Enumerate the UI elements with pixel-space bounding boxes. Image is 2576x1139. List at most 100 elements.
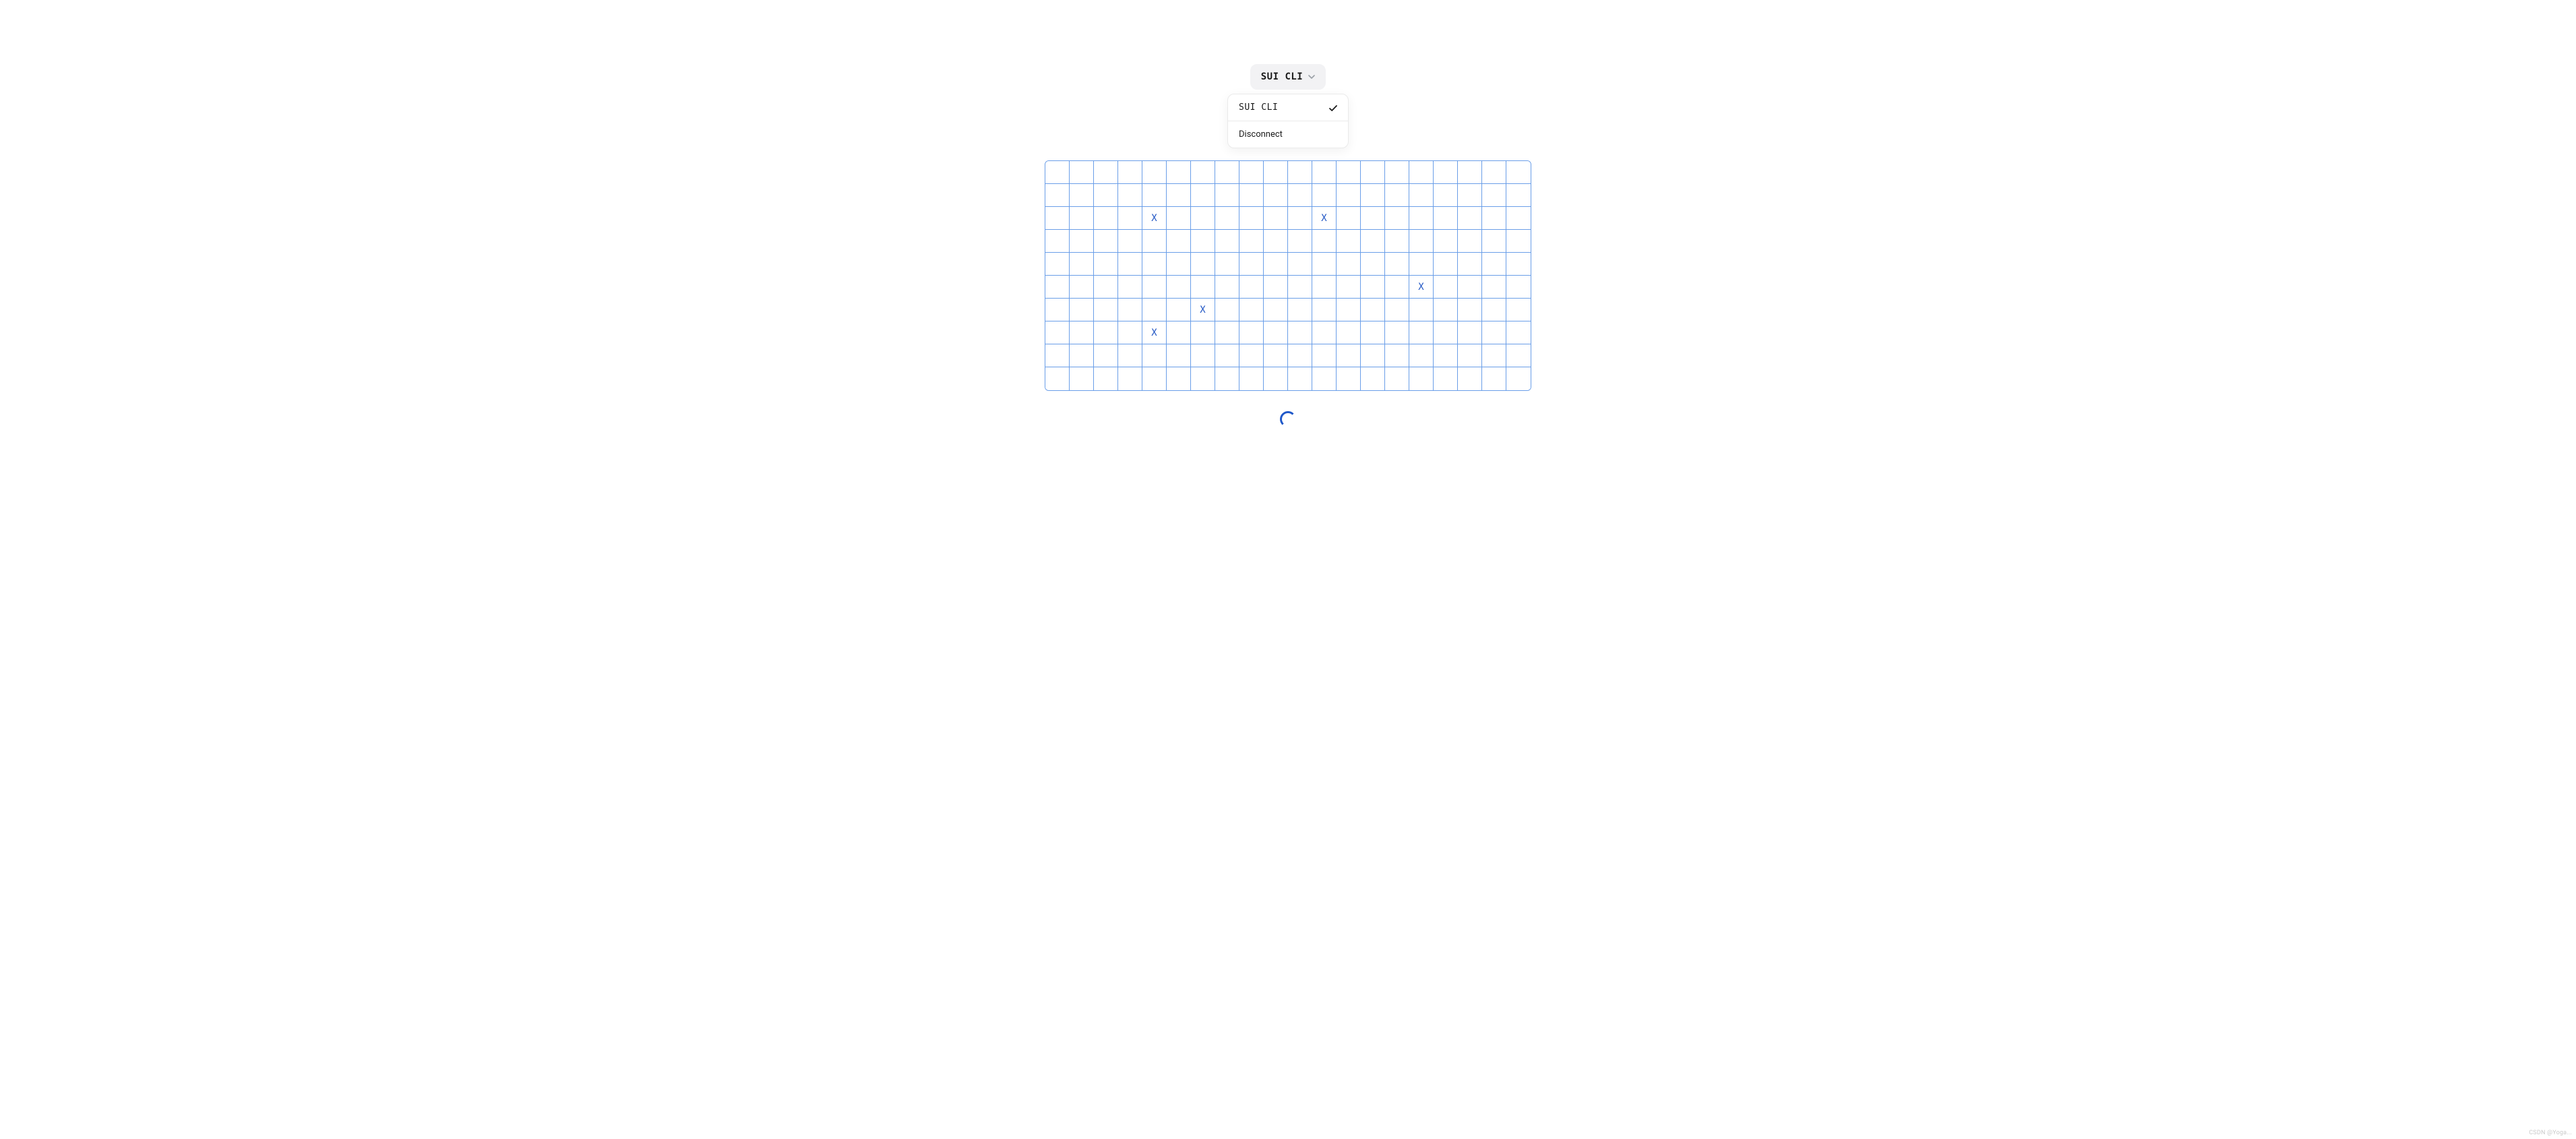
grid-cell[interactable] bbox=[1434, 253, 1458, 276]
grid-cell[interactable] bbox=[1288, 321, 1312, 344]
grid-cell[interactable] bbox=[1361, 367, 1385, 390]
grid-cell[interactable] bbox=[1337, 344, 1361, 367]
grid-cell[interactable] bbox=[1312, 230, 1337, 253]
grid-cell[interactable] bbox=[1409, 344, 1434, 367]
grid-cell[interactable] bbox=[1409, 207, 1434, 230]
grid-cell[interactable] bbox=[1191, 207, 1215, 230]
grid-cell[interactable] bbox=[1215, 161, 1239, 184]
grid-cell[interactable] bbox=[1094, 253, 1118, 276]
grid-cell[interactable] bbox=[1094, 367, 1118, 390]
grid-cell[interactable] bbox=[1191, 253, 1215, 276]
grid-cell[interactable] bbox=[1288, 161, 1312, 184]
grid-cell[interactable] bbox=[1045, 253, 1070, 276]
grid-cell[interactable] bbox=[1094, 230, 1118, 253]
grid-cell[interactable] bbox=[1506, 184, 1531, 207]
grid-cell[interactable] bbox=[1215, 230, 1239, 253]
grid-cell[interactable] bbox=[1337, 207, 1361, 230]
grid-cell[interactable] bbox=[1337, 184, 1361, 207]
grid-cell-marked[interactable]: X bbox=[1409, 276, 1434, 299]
grid-cell[interactable] bbox=[1239, 230, 1264, 253]
grid-cell[interactable] bbox=[1142, 299, 1167, 321]
grid-cell[interactable] bbox=[1264, 230, 1288, 253]
grid-cell[interactable] bbox=[1409, 321, 1434, 344]
grid-cell[interactable] bbox=[1045, 276, 1070, 299]
grid-cell[interactable] bbox=[1506, 321, 1531, 344]
grid-cell[interactable] bbox=[1239, 321, 1264, 344]
grid-cell[interactable] bbox=[1070, 230, 1094, 253]
grid-cell[interactable] bbox=[1191, 321, 1215, 344]
grid-cell[interactable] bbox=[1191, 367, 1215, 390]
grid-cell[interactable] bbox=[1434, 299, 1458, 321]
grid-cell[interactable] bbox=[1409, 184, 1434, 207]
grid-cell[interactable] bbox=[1458, 276, 1482, 299]
grid-cell[interactable] bbox=[1434, 161, 1458, 184]
grid-cell[interactable] bbox=[1094, 344, 1118, 367]
grid-cell[interactable] bbox=[1361, 276, 1385, 299]
grid-cell[interactable] bbox=[1312, 161, 1337, 184]
grid-cell-marked[interactable]: X bbox=[1191, 299, 1215, 321]
grid-cell[interactable] bbox=[1167, 321, 1191, 344]
grid-cell[interactable] bbox=[1482, 184, 1506, 207]
grid-cell[interactable] bbox=[1506, 230, 1531, 253]
grid-cell[interactable] bbox=[1264, 161, 1288, 184]
grid-cell[interactable] bbox=[1385, 161, 1409, 184]
grid-cell[interactable] bbox=[1458, 344, 1482, 367]
grid-cell[interactable] bbox=[1409, 367, 1434, 390]
grid-cell[interactable] bbox=[1070, 276, 1094, 299]
grid-cell[interactable] bbox=[1239, 367, 1264, 390]
grid-cell[interactable] bbox=[1215, 253, 1239, 276]
grid-cell[interactable] bbox=[1506, 253, 1531, 276]
grid-cell[interactable] bbox=[1506, 276, 1531, 299]
grid-cell[interactable] bbox=[1288, 253, 1312, 276]
grid-cell[interactable] bbox=[1118, 230, 1142, 253]
grid-cell[interactable] bbox=[1385, 230, 1409, 253]
grid-cell[interactable] bbox=[1458, 161, 1482, 184]
grid-cell[interactable] bbox=[1070, 299, 1094, 321]
grid-cell[interactable] bbox=[1434, 367, 1458, 390]
grid-cell[interactable] bbox=[1458, 321, 1482, 344]
grid-cell[interactable] bbox=[1239, 276, 1264, 299]
grid-cell-marked[interactable]: X bbox=[1312, 207, 1337, 230]
grid-cell[interactable] bbox=[1482, 344, 1506, 367]
grid-cell[interactable] bbox=[1070, 344, 1094, 367]
grid-cell[interactable] bbox=[1142, 161, 1167, 184]
grid-cell[interactable] bbox=[1361, 230, 1385, 253]
grid-cell[interactable] bbox=[1264, 321, 1288, 344]
grid-cell[interactable] bbox=[1142, 184, 1167, 207]
grid-cell[interactable] bbox=[1070, 367, 1094, 390]
grid-cell[interactable] bbox=[1215, 344, 1239, 367]
grid-cell[interactable] bbox=[1118, 367, 1142, 390]
grid-cell[interactable] bbox=[1239, 207, 1264, 230]
grid-cell[interactable] bbox=[1385, 367, 1409, 390]
dropdown-item-disconnect[interactable]: Disconnect bbox=[1228, 121, 1348, 148]
grid-cell[interactable] bbox=[1070, 184, 1094, 207]
grid-cell[interactable] bbox=[1312, 184, 1337, 207]
grid-cell[interactable] bbox=[1361, 207, 1385, 230]
grid-cell[interactable] bbox=[1264, 299, 1288, 321]
grid-cell[interactable] bbox=[1215, 321, 1239, 344]
grid-cell[interactable] bbox=[1094, 299, 1118, 321]
grid-cell[interactable] bbox=[1482, 321, 1506, 344]
grid-cell[interactable] bbox=[1458, 253, 1482, 276]
grid-cell[interactable] bbox=[1191, 184, 1215, 207]
grid-cell[interactable] bbox=[1239, 253, 1264, 276]
grid-cell[interactable] bbox=[1434, 321, 1458, 344]
wallet-dropdown-button[interactable]: SUI CLI bbox=[1250, 64, 1326, 90]
grid-cell[interactable] bbox=[1337, 253, 1361, 276]
grid-cell[interactable] bbox=[1506, 367, 1531, 390]
grid-cell[interactable] bbox=[1215, 276, 1239, 299]
grid-cell[interactable] bbox=[1506, 344, 1531, 367]
grid-cell[interactable] bbox=[1045, 367, 1070, 390]
grid-cell[interactable] bbox=[1118, 207, 1142, 230]
grid-cell[interactable] bbox=[1482, 276, 1506, 299]
grid-cell[interactable] bbox=[1142, 230, 1167, 253]
grid-cell[interactable] bbox=[1045, 230, 1070, 253]
grid-cell[interactable] bbox=[1094, 207, 1118, 230]
grid-cell[interactable] bbox=[1312, 321, 1337, 344]
grid-cell[interactable] bbox=[1264, 344, 1288, 367]
grid-cell[interactable] bbox=[1167, 230, 1191, 253]
grid-cell[interactable] bbox=[1239, 184, 1264, 207]
grid-cell[interactable] bbox=[1045, 321, 1070, 344]
grid-cell[interactable] bbox=[1506, 299, 1531, 321]
grid-cell[interactable] bbox=[1264, 367, 1288, 390]
